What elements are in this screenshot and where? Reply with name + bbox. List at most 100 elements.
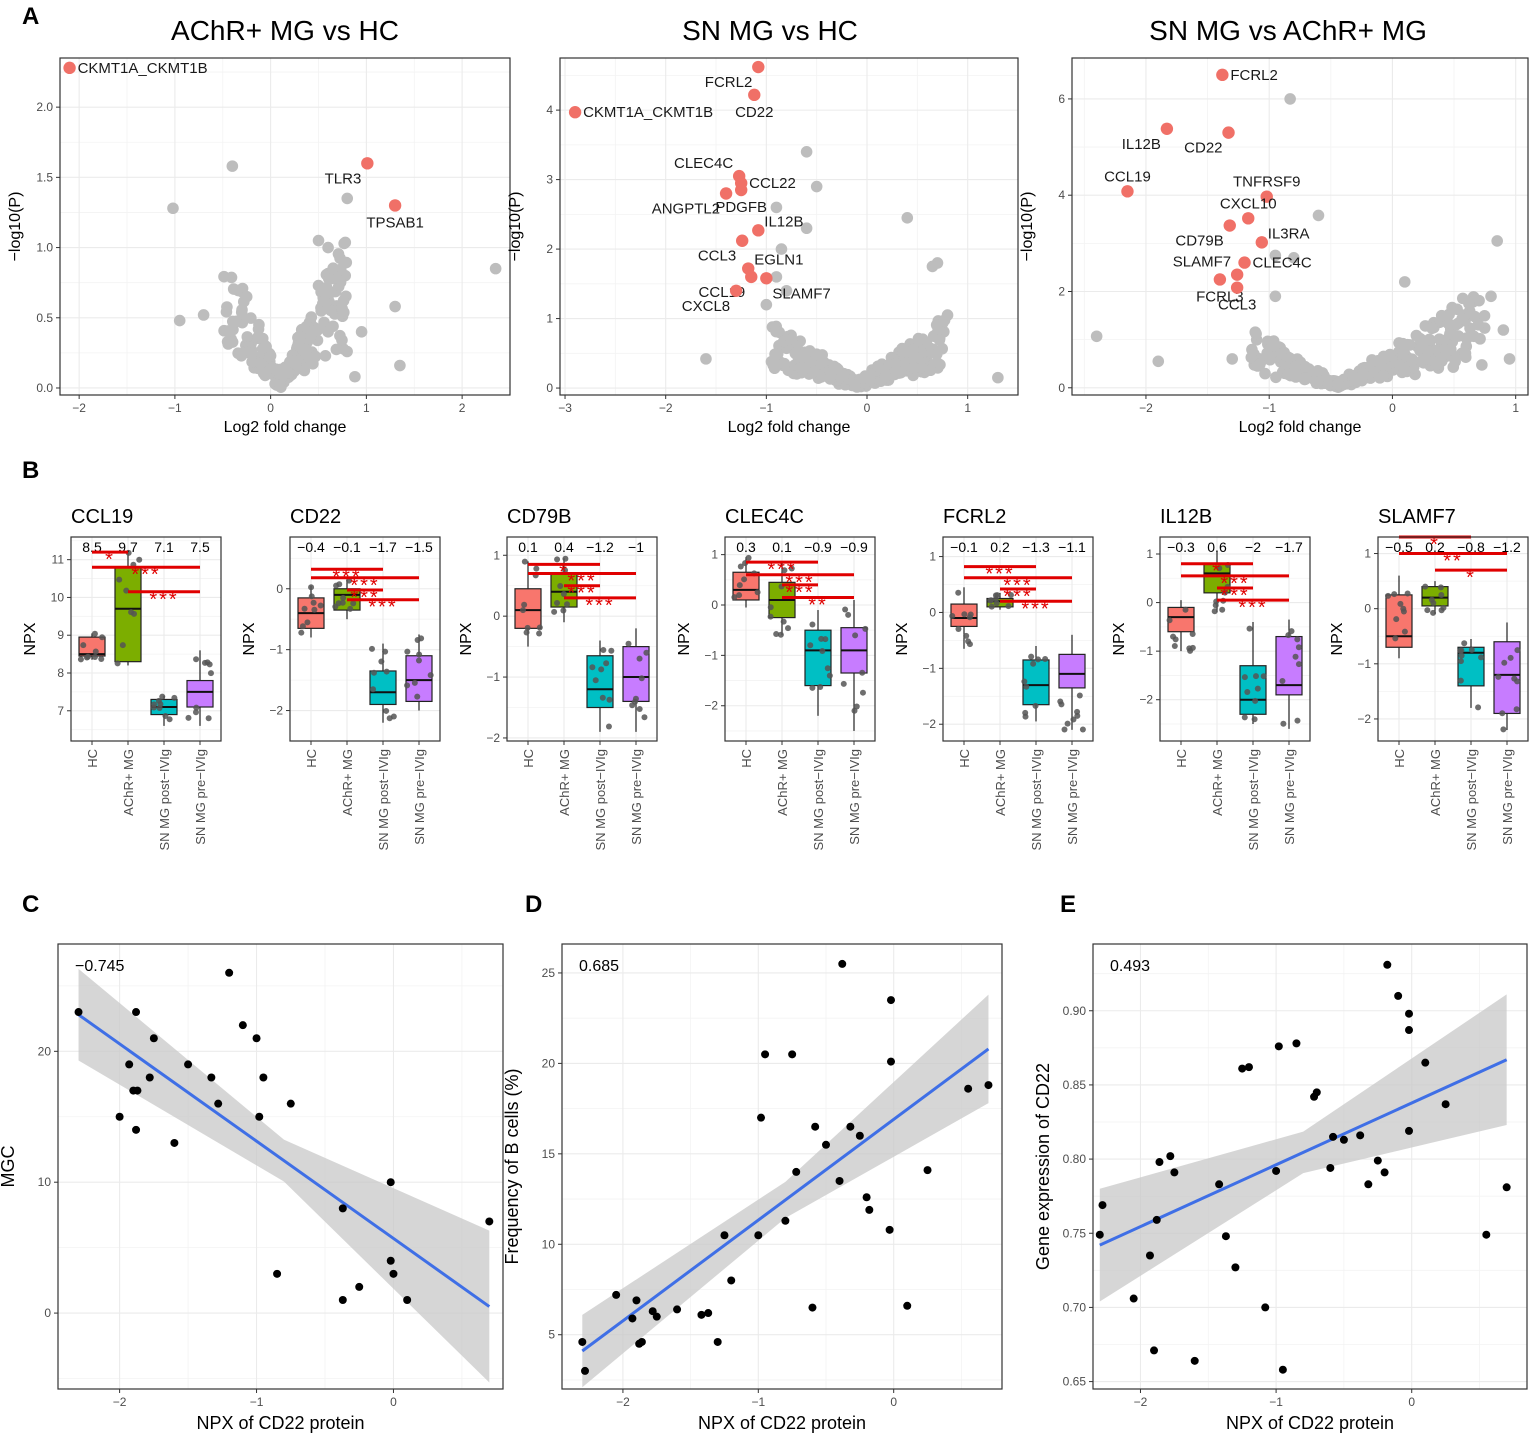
- volcano-point-sig: [1260, 190, 1273, 203]
- data-point: [1261, 1303, 1270, 1312]
- volcano-point-sig: [748, 88, 761, 102]
- group-median-value: −0.4: [297, 539, 325, 555]
- box-jitter-point: [554, 556, 561, 563]
- box-jitter-point: [1295, 661, 1302, 668]
- volcano-point-label: CD22: [1184, 140, 1222, 157]
- group-median-value: −1.2: [586, 539, 614, 555]
- volcano-point-nonsig: [305, 325, 318, 338]
- y-tick-label: 4: [546, 103, 553, 117]
- box-jitter-point: [767, 613, 774, 620]
- box-jitter-point: [840, 680, 847, 687]
- group-median-value: −1.7: [369, 539, 397, 555]
- y-axis-title: NPX: [241, 622, 258, 655]
- box-jitter-point: [415, 657, 422, 664]
- box-jitter-point: [605, 723, 612, 730]
- data-point: [632, 1296, 641, 1305]
- data-point: [808, 1303, 817, 1312]
- significance-stars: *: [105, 549, 115, 571]
- volcano-point-label: ANGPTL2: [652, 200, 720, 217]
- y-tick-label: 0.5: [36, 311, 53, 325]
- y-tick-label: −2: [1357, 712, 1371, 726]
- box-jitter-point: [562, 555, 569, 562]
- data-point: [125, 1060, 134, 1069]
- plot-border: [561, 943, 1003, 1390]
- box-jitter-point: [1430, 609, 1437, 616]
- box-jitter-point: [1385, 592, 1392, 599]
- plot-border: [559, 57, 1019, 396]
- x-tick-label: −1: [760, 401, 774, 415]
- plot-border: [1377, 536, 1529, 742]
- y-axis-title: NPX: [1329, 622, 1346, 655]
- volcano-point-nonsig: [1269, 249, 1282, 262]
- volcano-point-nonsig: [901, 212, 914, 224]
- data-point: [1098, 1201, 1107, 1210]
- box-jitter-point: [92, 648, 99, 655]
- volcano-point-nonsig: [1497, 324, 1510, 336]
- data-point: [757, 1113, 766, 1122]
- volcano-point-nonsig: [926, 260, 939, 273]
- data-point: [1272, 1166, 1281, 1175]
- volcano-point-nonsig: [863, 374, 876, 387]
- box-jitter-point: [859, 669, 866, 676]
- volcano-point-nonsig: [330, 343, 343, 356]
- volcano-point-nonsig: [337, 294, 350, 307]
- box-jitter-point: [205, 715, 212, 722]
- box-jitter-point: [136, 556, 143, 563]
- correlation-coefficient: 0.493: [1110, 958, 1150, 975]
- volcano-point-nonsig: [1254, 358, 1266, 371]
- scatter-mgc-vs-cd22: −2 −1 0 0 10 20 −0.745 NPX of CD22 protein MGC: [0, 943, 504, 1433]
- data-point: [386, 1256, 395, 1265]
- volcano-point-sig: [734, 183, 748, 197]
- data-point: [273, 1269, 282, 1278]
- volcano-point-nonsig: [800, 146, 813, 158]
- box-jitter-point: [1189, 630, 1196, 637]
- box-jitter-point: [754, 589, 761, 596]
- y-axis-title: NPX: [22, 622, 39, 655]
- data-point: [1190, 1356, 1199, 1365]
- y-tick-label: 8: [57, 666, 64, 680]
- volcano-point-nonsig: [341, 192, 354, 205]
- data-point: [838, 959, 847, 968]
- box-jitter-point: [643, 649, 650, 656]
- volcano-point-nonsig: [828, 360, 840, 373]
- box-jitter-point: [310, 599, 317, 606]
- box-jitter-point: [370, 686, 377, 693]
- box-jitter-point: [1030, 660, 1037, 667]
- volcano-point-sig: [1230, 268, 1244, 281]
- volcano-point-nonsig: [266, 361, 279, 374]
- data-point: [903, 1301, 912, 1310]
- group-median-value: 0.1: [772, 539, 792, 555]
- volcano-point-nonsig: [1469, 310, 1481, 323]
- volcano-point-nonsig: [1449, 355, 1461, 368]
- volcano-point-nonsig: [770, 325, 782, 338]
- panel-letter-b: B: [22, 457, 39, 484]
- data-point: [886, 996, 895, 1005]
- volcano-point-nonsig: [1468, 330, 1480, 343]
- box-jitter-point: [151, 701, 158, 708]
- data-point: [238, 1021, 247, 1030]
- significance-stars: **: [1443, 551, 1463, 573]
- y-axis-title: Frequency of B cells (%): [502, 1068, 522, 1264]
- volcano-point-nonsig: [924, 364, 937, 377]
- x-tick-label: 0: [267, 401, 274, 415]
- box-jitter-point: [1428, 596, 1435, 603]
- volcano-point-nonsig: [1288, 251, 1300, 264]
- box-jitter-point: [1058, 701, 1065, 708]
- box-jitter-point: [383, 668, 390, 675]
- box-jitter-point: [414, 636, 421, 643]
- volcano-point-label: CLEC4C: [1253, 255, 1312, 272]
- group-median-value: 0.3: [736, 539, 756, 555]
- data-point: [628, 1314, 637, 1323]
- x-tick-label: 2: [459, 401, 466, 415]
- volcano-point-sig: [568, 105, 582, 119]
- y-tick-label: 2.0: [36, 100, 53, 114]
- box-jitter-point: [809, 621, 816, 628]
- volcano-point-nonsig: [1384, 349, 1396, 362]
- box-jitter-point: [1211, 608, 1218, 615]
- volcano-point-nonsig: [1422, 345, 1434, 358]
- data-point: [1421, 1058, 1430, 1067]
- y-tick-label: 0.70: [1063, 1300, 1087, 1314]
- data-point: [923, 1166, 932, 1175]
- volcano-point-nonsig: [293, 330, 306, 343]
